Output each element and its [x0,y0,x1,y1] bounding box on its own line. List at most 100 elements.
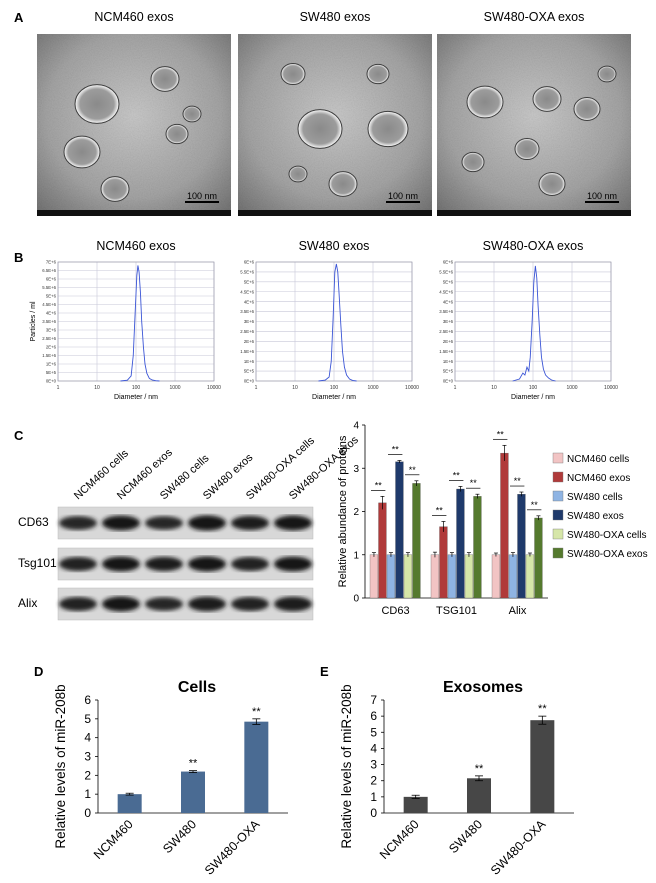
blot-band [59,557,97,571]
abundance-y-tick-label: 3 [353,464,359,475]
vesicle [366,63,390,85]
vesicle [280,62,306,86]
abundance-category-label: CD63 [381,605,409,617]
y-tick-label: 6 [84,693,91,707]
blot-band [231,597,269,611]
abundance-bar [456,488,465,599]
nta-y-tick-label: 0E+0 [46,379,57,384]
nta-y-tick-label: 5E+6 [46,294,57,299]
abundance-y-tick-label: 0 [353,594,359,605]
nta-size-distribution-line [120,265,160,382]
vesicle [367,110,409,148]
blot-row-label: CD63 [18,515,49,529]
nta-x-tick-label: 10000 [405,385,419,391]
abundance-bar [500,452,509,599]
category-label: NCM460 [377,817,422,862]
nta-title: NCM460 exos [96,239,175,253]
nta-y-tick-label: 5.5E+6 [240,270,254,275]
nta-x-tick-label: 10 [94,385,100,391]
abundance-y-tick-label: 4 [353,421,359,432]
nta-x-tick-label: 100 [330,385,339,391]
category-label: NCM460 [91,817,136,862]
blot-band [145,556,183,572]
vesicle [538,172,566,196]
nta-y-tick-label: 1.5E+6 [240,349,254,354]
y-tick-label: 6 [370,709,377,723]
nta-y-tick-label: 1E+6 [443,359,454,364]
nta-x-tick-label: 1 [57,385,60,391]
bar [467,778,491,813]
nta-title: SW480-OXA exos [483,239,584,253]
panel-a: A NCM460 exos 100 nm SW480 exos 100 nm SW480… [14,10,631,216]
blot-band [231,557,269,571]
scale-bar-label: 100 nm [187,191,217,201]
nta-x-tick-label: 1 [255,385,258,391]
tem-title: NCM460 exos [94,10,173,24]
nta-y-tick-label: 3.5E+6 [439,309,453,314]
abundance-y-tick-label: 1 [353,550,359,561]
nta-y-tick-label: 5E+5 [443,369,454,374]
nta-y-tick-label: 3E+6 [244,319,255,324]
legend-swatch [552,528,564,540]
nta-y-tick-label: 0E+0 [244,379,255,384]
nta-y-tick-label: 4.5E+6 [439,289,453,294]
abundance-bar [430,554,440,599]
abundance-category-label: TSG101 [436,605,477,617]
nta-plot: SW480 exos 0E+0 5E+5 1E+6 1.5E+6 2E+6 2.5E+6 3E… [240,239,419,401]
nta-y-tick-label: 4E+6 [443,299,454,304]
abundance-bar [386,554,396,599]
blot-membrane [57,506,314,540]
vesicle [328,171,358,197]
bar [244,721,269,813]
y-tick-label: 3 [370,758,377,772]
abundance-bar [447,554,457,599]
y-tick-label: 5 [370,725,377,739]
nta-y-tick-label: 5E+5 [244,369,255,374]
legend-label: SW480 exos [567,511,624,522]
legend-label: NCM460 cells [567,454,629,465]
nta-size-distribution-line [512,265,556,382]
panel-letter-a: A [14,10,24,25]
blot-membrane [57,587,314,621]
blot-membrane [57,547,314,581]
panel-letter-e: E [320,664,329,679]
nta-size-distribution-line [318,263,357,382]
nta-title: SW480 exos [299,239,370,253]
legend-label: SW480-OXA cells [567,530,646,541]
legend-swatch [552,471,564,483]
nta-x-tick-label: 1000 [169,385,180,391]
vesicle [182,105,202,123]
nta-x-tick-label: 10 [292,385,298,391]
significance-marker: ** [252,706,261,718]
blot-row-label: Tsg101 [18,556,57,570]
category-label: SW480 [446,817,485,856]
significance-marker: ** [436,505,444,515]
vesicle [461,151,485,173]
lane-label: SW480-OXA cells [244,434,317,502]
blot-band [102,596,140,612]
nta-y-tick-label: 0E+0 [443,379,454,384]
abundance-bar [534,517,543,599]
vesicle [597,65,617,83]
blot-row-label: Alix [18,596,37,610]
abundance-bar [395,461,404,599]
bar [530,720,555,813]
panel-letter-b: B [14,250,23,265]
nta-x-tick-label: 100 [132,385,141,391]
significance-marker: ** [375,480,383,490]
nta-x-tick-label: 10000 [207,385,221,391]
nta-plot-frame [255,261,413,382]
abundance-bar [517,494,526,599]
vesicle [74,84,120,124]
nta-x-tick-label: 10 [491,385,497,391]
nta-y-tick-label: 2E+6 [46,345,57,350]
y-tick-label: 0 [370,806,377,820]
nta-x-axis-label: Diameter / nm [114,394,158,401]
significance-marker: ** [497,429,505,439]
tem-image: 100 nm [238,34,432,216]
nta-y-tick-label: 4E+6 [244,299,255,304]
abundance-bar [412,483,421,599]
legend-label: NCM460 exos [567,473,630,484]
significance-marker: ** [189,758,198,770]
nta-plot-frame [454,261,612,382]
